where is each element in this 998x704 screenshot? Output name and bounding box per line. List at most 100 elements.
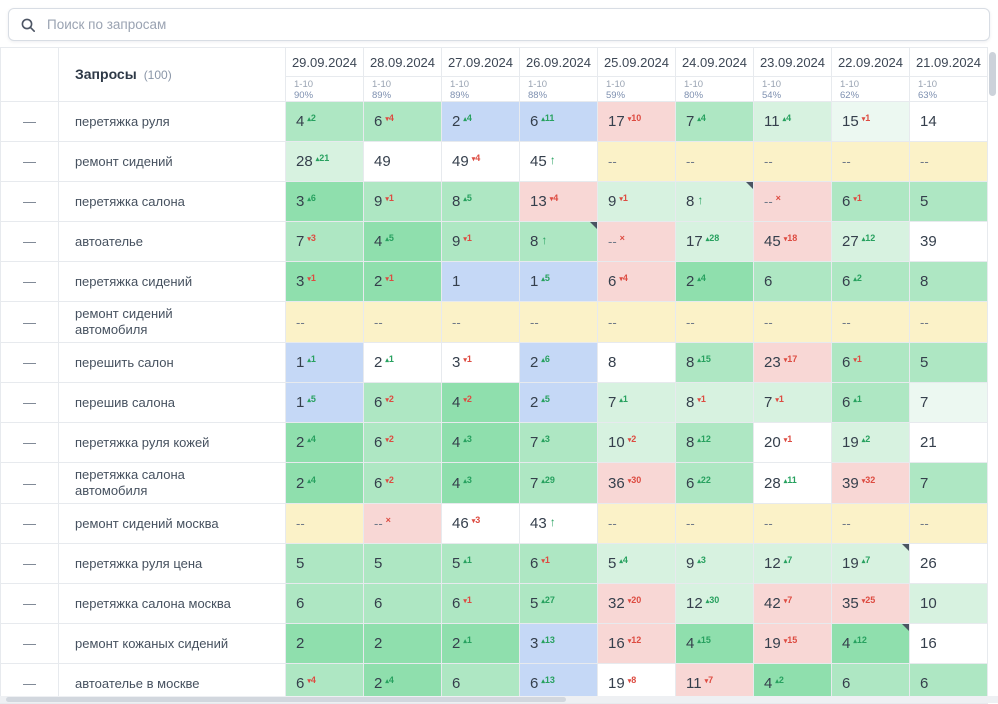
row-drag-handle[interactable]: —: [0, 543, 59, 584]
position-cell[interactable]: 46 ▾3: [441, 503, 520, 544]
position-cell[interactable]: --: [675, 503, 754, 544]
position-cell[interactable]: 1 ▴5: [519, 261, 598, 302]
position-cell[interactable]: 12 ▴30: [675, 583, 754, 624]
row-drag-handle[interactable]: —: [0, 261, 59, 302]
row-drag-handle[interactable]: —: [0, 422, 59, 463]
position-cell[interactable]: 2 ▴4: [675, 261, 754, 302]
position-cell[interactable]: --: [363, 301, 442, 343]
position-cell[interactable]: 28 ▴11: [753, 462, 832, 504]
position-cell[interactable]: --: [753, 503, 832, 544]
date-column-header[interactable]: 26.09.2024: [519, 47, 598, 77]
position-cell[interactable]: 5: [363, 543, 442, 584]
position-cell[interactable]: 4 ▴3: [441, 422, 520, 463]
query-name-cell[interactable]: перешить салон: [58, 342, 286, 383]
row-drag-handle[interactable]: —: [0, 462, 59, 504]
position-cell[interactable]: 13 ▾4: [519, 181, 598, 222]
position-cell[interactable]: 5 ▴27: [519, 583, 598, 624]
query-name-cell[interactable]: ремонт сидений автомобиля: [58, 301, 286, 343]
position-cell[interactable]: 7: [909, 462, 988, 504]
position-cell[interactable]: --: [597, 141, 676, 182]
position-cell[interactable]: --: [441, 301, 520, 343]
position-cell[interactable]: 5: [909, 181, 988, 222]
position-cell[interactable]: 6 ▾1: [519, 543, 598, 584]
date-column-header[interactable]: 29.09.2024: [285, 47, 364, 77]
position-cell[interactable]: 19 ▾15: [753, 623, 832, 664]
position-cell[interactable]: 3 ▾1: [441, 342, 520, 383]
position-cell[interactable]: 6 ▾4: [597, 261, 676, 302]
horizontal-scrollbar-thumb[interactable]: [6, 697, 566, 702]
search-input[interactable]: [45, 16, 978, 33]
position-cell[interactable]: 7 ▾3: [285, 221, 364, 262]
position-cell[interactable]: -- ×: [363, 503, 442, 544]
position-cell[interactable]: 7: [909, 382, 988, 423]
position-cell[interactable]: 6: [363, 583, 442, 624]
position-cell[interactable]: 8 ↑: [675, 181, 754, 222]
query-name-cell[interactable]: автоателье: [58, 221, 286, 262]
position-cell[interactable]: 8 ▾1: [675, 382, 754, 423]
position-cell[interactable]: 7 ▴29: [519, 462, 598, 504]
position-cell[interactable]: -- ×: [753, 181, 832, 222]
position-cell[interactable]: 11 ▴4: [753, 101, 832, 142]
position-cell[interactable]: 6 ▾2: [363, 422, 442, 463]
position-cell[interactable]: 6 ▾4: [363, 101, 442, 142]
position-cell[interactable]: 17 ▴28: [675, 221, 754, 262]
position-cell[interactable]: 45 ↑: [519, 141, 598, 182]
position-cell[interactable]: 6: [753, 261, 832, 302]
position-cell[interactable]: 36 ▾30: [597, 462, 676, 504]
position-cell[interactable]: 7 ▴1: [597, 382, 676, 423]
position-cell[interactable]: 2 ▴1: [363, 342, 442, 383]
query-name-cell[interactable]: перетяжка салона: [58, 181, 286, 222]
position-cell[interactable]: 21: [909, 422, 988, 463]
position-cell[interactable]: 39: [909, 221, 988, 262]
position-cell[interactable]: --: [753, 301, 832, 343]
position-cell[interactable]: 5: [285, 543, 364, 584]
date-column-header[interactable]: 21.09.2024: [909, 47, 988, 77]
position-cell[interactable]: 35 ▾25: [831, 583, 910, 624]
position-cell[interactable]: 4 ▴2: [285, 101, 364, 142]
position-cell[interactable]: 2: [363, 623, 442, 664]
position-cell[interactable]: 2 ▴4: [441, 101, 520, 142]
position-cell[interactable]: 4 ▴3: [441, 462, 520, 504]
query-name-cell[interactable]: перешив салона: [58, 382, 286, 423]
position-cell[interactable]: 45 ▾18: [753, 221, 832, 262]
position-cell[interactable]: 39 ▾32: [831, 462, 910, 504]
position-cell[interactable]: --: [675, 301, 754, 343]
row-drag-handle[interactable]: —: [0, 382, 59, 423]
horizontal-scrollbar[interactable]: [0, 696, 998, 703]
date-column-header[interactable]: 25.09.2024: [597, 47, 676, 77]
query-name-cell[interactable]: ремонт сидений москва: [58, 503, 286, 544]
date-column-header[interactable]: 22.09.2024: [831, 47, 910, 77]
position-cell[interactable]: 6 ▴2: [831, 261, 910, 302]
position-cell[interactable]: 43 ↑: [519, 503, 598, 544]
position-cell[interactable]: 49: [363, 141, 442, 182]
position-cell[interactable]: 6 ▾1: [831, 342, 910, 383]
query-name-cell[interactable]: перетяжка руля кожей: [58, 422, 286, 463]
position-cell[interactable]: 26: [909, 543, 988, 584]
queries-column-header[interactable]: Запросы (100): [58, 47, 286, 102]
position-cell[interactable]: 5: [909, 342, 988, 383]
position-cell[interactable]: 2 ▴4: [285, 462, 364, 504]
position-cell[interactable]: 9 ▴3: [675, 543, 754, 584]
position-cell[interactable]: 2 ▴4: [285, 422, 364, 463]
position-cell[interactable]: 1: [441, 261, 520, 302]
query-name-cell[interactable]: перетяжка руля цена: [58, 543, 286, 584]
position-cell[interactable]: 6 ▾1: [441, 583, 520, 624]
position-cell[interactable]: 5 ▴4: [597, 543, 676, 584]
vertical-scrollbar-thumb[interactable]: [989, 52, 996, 96]
position-cell[interactable]: 32 ▾20: [597, 583, 676, 624]
position-cell[interactable]: 3 ▴6: [285, 181, 364, 222]
position-cell[interactable]: 3 ▴13: [519, 623, 598, 664]
row-drag-handle[interactable]: —: [0, 301, 59, 343]
row-drag-handle[interactable]: —: [0, 221, 59, 262]
position-cell[interactable]: 8 ▴15: [675, 342, 754, 383]
date-column-header[interactable]: 27.09.2024: [441, 47, 520, 77]
position-cell[interactable]: --: [285, 503, 364, 544]
position-cell[interactable]: 6 ▴11: [519, 101, 598, 142]
position-cell[interactable]: 6 ▴22: [675, 462, 754, 504]
query-name-cell[interactable]: перетяжка салона москва: [58, 583, 286, 624]
position-cell[interactable]: 8: [597, 342, 676, 383]
position-cell[interactable]: 15 ▾1: [831, 101, 910, 142]
position-cell[interactable]: 6 ▾1: [831, 181, 910, 222]
position-cell[interactable]: 4 ▾2: [441, 382, 520, 423]
position-cell[interactable]: --: [831, 503, 910, 544]
